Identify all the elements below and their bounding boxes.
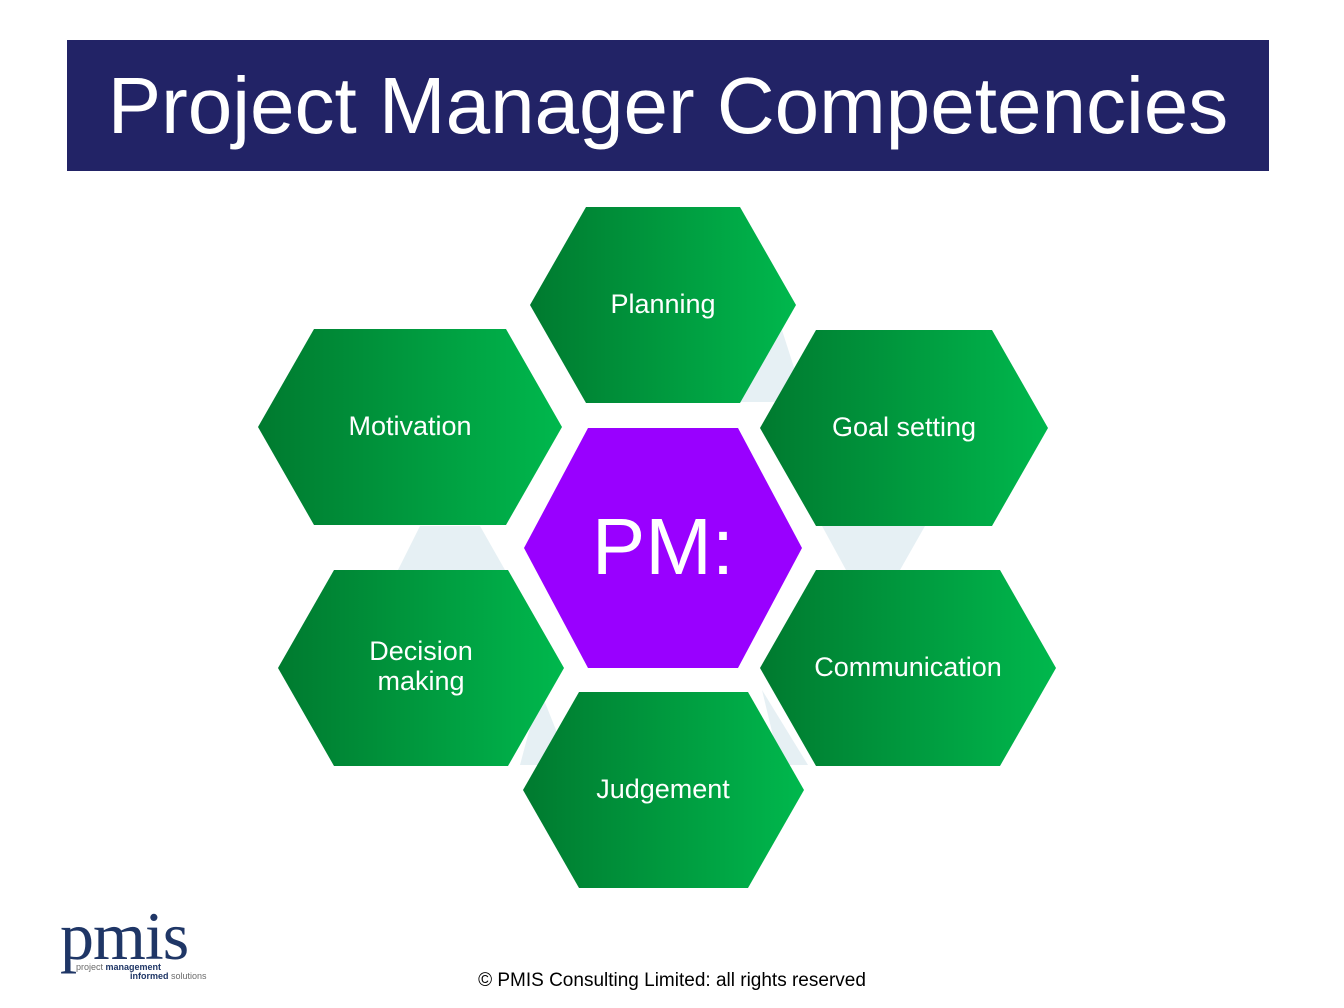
hex-label-decision-making-line1: Decision <box>369 636 473 666</box>
hex-label-communication: Communication <box>814 652 1002 682</box>
hexagon-planning: Planning <box>530 207 796 403</box>
logo-tagline-line2: informed solutions <box>130 972 290 981</box>
connector-shapes <box>398 330 925 765</box>
logo-tagline-line1: project management <box>76 963 236 972</box>
logo-wordmark: pmis <box>60 898 189 974</box>
logo-tag-informed: informed <box>130 971 169 981</box>
title-banner: Project Manager Competencies <box>67 40 1269 171</box>
center-label: PM: <box>592 502 734 591</box>
connector-left <box>398 526 505 570</box>
pmis-logo: pmis project management informed solutio… <box>60 902 230 984</box>
hex-label-judgement: Judgement <box>596 774 730 804</box>
copyright-footer: © PMIS Consulting Limited: all rights re… <box>0 970 1344 992</box>
copyright-text: © PMIS Consulting Limited: all rights re… <box>478 970 866 991</box>
logo-tag-solutions: solutions <box>168 971 207 981</box>
hexagon-goal-setting: Goal setting <box>760 330 1048 526</box>
hex-label-planning: Planning <box>610 289 715 319</box>
hex-label-decision-making-line2: making <box>377 666 464 696</box>
connector-bottom-right <box>762 690 808 765</box>
hexagon-center-pm: PM: <box>524 428 802 668</box>
hexagon-motivation: Motivation <box>258 329 562 525</box>
hexagon-communication: Communication <box>760 570 1056 766</box>
slide-title: Project Manager Competencies <box>107 60 1229 150</box>
connector-right <box>822 526 925 570</box>
hexagon-judgement: Judgement <box>523 692 804 888</box>
logo-tag-project: project <box>76 962 106 972</box>
hex-label-goal-setting: Goal setting <box>832 412 976 442</box>
hexagon-decision-making: Decision making <box>278 570 564 766</box>
logo-tag-management: management <box>105 962 162 972</box>
hex-label-motivation: Motivation <box>348 411 471 441</box>
